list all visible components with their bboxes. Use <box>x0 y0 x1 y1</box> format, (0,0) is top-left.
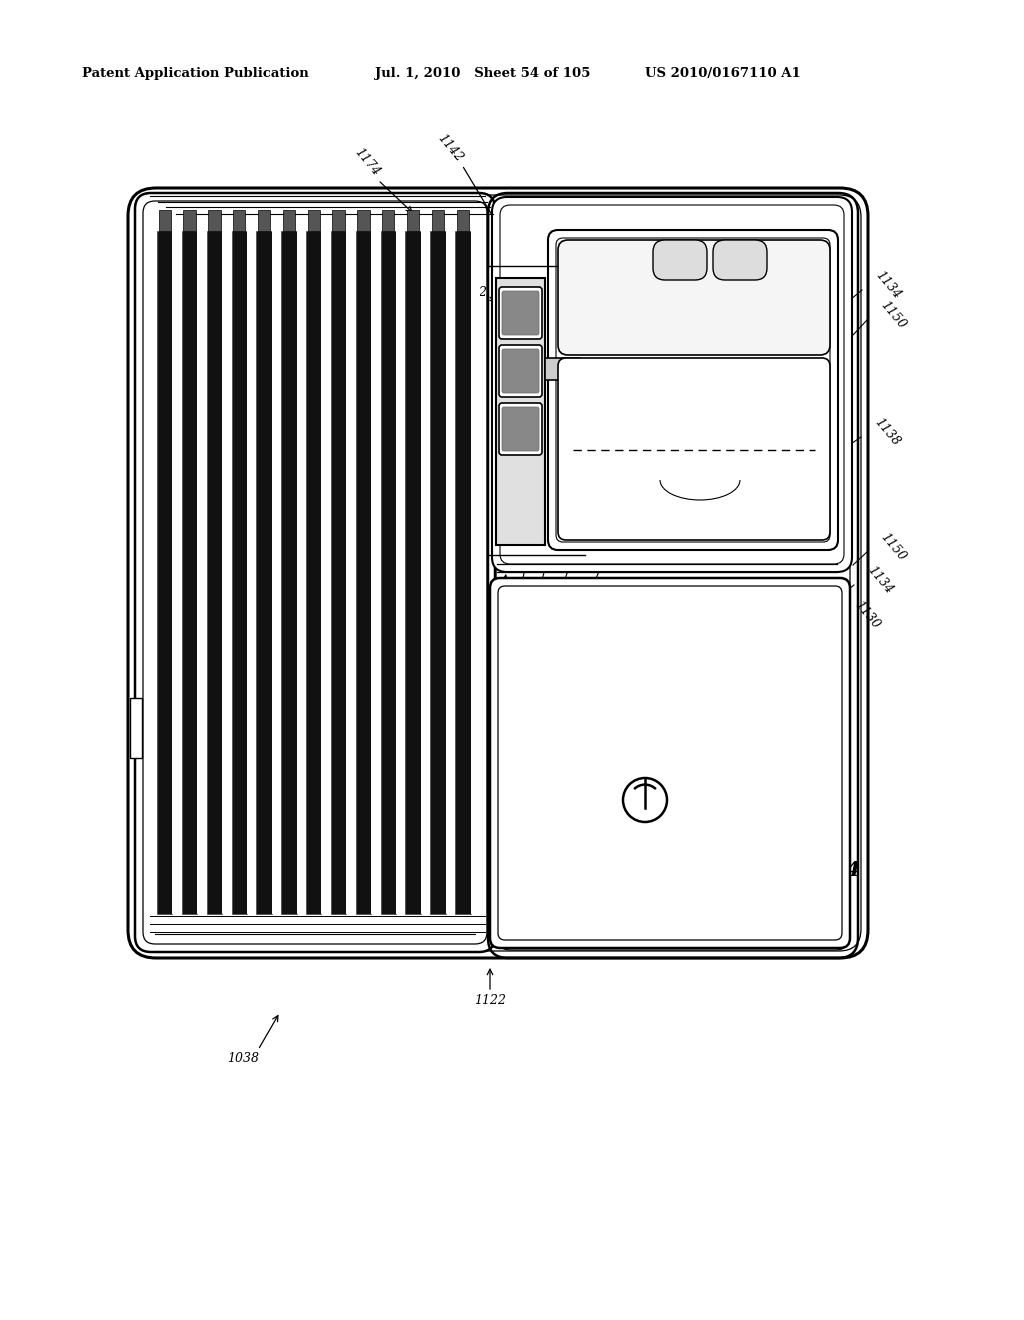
FancyBboxPatch shape <box>653 240 707 280</box>
Bar <box>471 231 480 913</box>
Bar <box>256 231 271 913</box>
Bar <box>430 231 445 913</box>
Bar <box>258 210 270 231</box>
Text: Jul. 1, 2010   Sheet 54 of 105: Jul. 1, 2010 Sheet 54 of 105 <box>375 66 591 79</box>
Bar <box>382 210 394 231</box>
Bar <box>297 231 306 913</box>
Text: 1038: 1038 <box>227 1052 259 1064</box>
Bar <box>306 231 322 913</box>
Text: 1122: 1122 <box>474 994 506 1006</box>
Bar <box>355 231 371 913</box>
Text: 1130: 1130 <box>852 598 883 631</box>
FancyBboxPatch shape <box>128 187 868 958</box>
Text: 1154: 1154 <box>540 632 570 665</box>
Text: 1146: 1146 <box>558 649 589 682</box>
Bar <box>396 231 406 913</box>
Text: 1134: 1134 <box>873 268 903 301</box>
FancyBboxPatch shape <box>492 197 852 572</box>
Bar <box>182 231 198 913</box>
Text: 1134: 1134 <box>865 564 896 597</box>
FancyBboxPatch shape <box>502 407 539 451</box>
Bar <box>283 210 295 231</box>
Text: 1138: 1138 <box>872 416 902 449</box>
FancyBboxPatch shape <box>499 403 542 455</box>
FancyBboxPatch shape <box>558 240 830 355</box>
Text: 1174: 1174 <box>351 145 382 178</box>
Bar <box>432 210 444 231</box>
Text: 1158: 1158 <box>560 252 592 264</box>
Text: 1150: 1150 <box>878 531 908 564</box>
Bar <box>271 231 282 913</box>
Text: 1170: 1170 <box>528 615 558 648</box>
FancyBboxPatch shape <box>135 193 495 952</box>
FancyBboxPatch shape <box>502 348 539 393</box>
Bar <box>371 231 381 913</box>
FancyBboxPatch shape <box>490 578 850 948</box>
Bar <box>331 231 346 913</box>
Text: 1142: 1142 <box>516 598 547 631</box>
Bar <box>172 231 182 913</box>
Bar <box>231 231 247 913</box>
Bar <box>357 210 370 231</box>
Bar <box>222 231 231 913</box>
Text: Patent Application Publication: Patent Application Publication <box>82 66 309 79</box>
Bar <box>545 358 580 380</box>
Bar <box>421 231 430 913</box>
Text: US 2010/0167110 A1: US 2010/0167110 A1 <box>645 66 801 79</box>
Bar <box>381 231 396 913</box>
Bar <box>159 210 171 231</box>
Bar <box>333 210 345 231</box>
FancyBboxPatch shape <box>713 240 767 280</box>
Bar <box>157 231 172 913</box>
Text: 1142: 1142 <box>435 132 465 165</box>
Bar <box>198 231 207 913</box>
Bar <box>247 231 256 913</box>
FancyBboxPatch shape <box>548 230 838 550</box>
Bar <box>455 231 471 913</box>
FancyBboxPatch shape <box>499 345 542 397</box>
Bar <box>233 210 246 231</box>
Bar <box>322 231 331 913</box>
FancyBboxPatch shape <box>499 286 542 339</box>
FancyBboxPatch shape <box>558 358 830 540</box>
Bar <box>406 231 421 913</box>
Text: 1162: 1162 <box>455 285 487 298</box>
Bar <box>183 210 196 231</box>
Text: 1166: 1166 <box>504 582 535 614</box>
Bar <box>445 231 455 913</box>
Bar <box>282 231 297 913</box>
Bar <box>457 210 469 231</box>
Text: FIG. 44: FIG. 44 <box>775 861 860 880</box>
Bar <box>130 698 142 758</box>
Bar <box>307 210 319 231</box>
Bar <box>496 279 545 545</box>
FancyBboxPatch shape <box>502 290 539 335</box>
Text: 1150: 1150 <box>878 298 908 331</box>
Bar <box>208 210 220 231</box>
Bar <box>207 231 222 913</box>
Bar <box>407 210 419 231</box>
Bar <box>346 231 355 913</box>
